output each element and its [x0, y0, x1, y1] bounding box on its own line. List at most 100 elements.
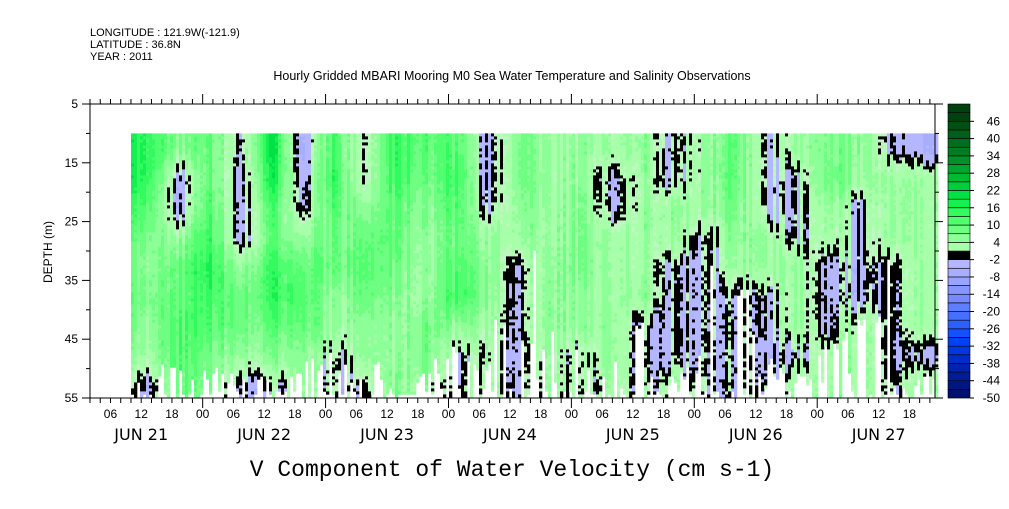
heatmap-cell: [752, 289, 756, 293]
heatmap-cell: [692, 349, 696, 353]
heatmap-cell: [755, 289, 759, 293]
heatmap-cell: [140, 268, 144, 275]
heatmap-cell: [284, 334, 288, 362]
heatmap-cell: [233, 157, 237, 164]
heatmap-cell: [620, 289, 624, 296]
heatmap-cell: [746, 157, 750, 161]
heatmap-cell: [329, 340, 333, 347]
heatmap-cell: [254, 142, 258, 146]
heatmap-cell: [560, 283, 564, 287]
heatmap-cell: [503, 289, 507, 293]
heatmap-cell: [605, 136, 609, 152]
heatmap-cell: [593, 295, 597, 299]
heatmap-cell: [278, 211, 282, 248]
heatmap-cell: [632, 358, 636, 368]
heatmap-cell: [365, 136, 369, 140]
heatmap-cell: [725, 391, 729, 395]
heatmap-cell: [629, 181, 633, 197]
heatmap-cell: [248, 160, 252, 170]
heatmap-cell: [530, 208, 534, 224]
heatmap-cell: [608, 247, 612, 251]
heatmap-cell: [431, 217, 435, 224]
heatmap-cell: [734, 331, 738, 335]
heatmap-cell: [554, 352, 558, 374]
heatmap-cell: [371, 133, 375, 140]
heatmap-cell: [323, 343, 327, 347]
heatmap-cell: [611, 223, 615, 227]
heatmap-cell: [203, 172, 207, 176]
heatmap-cell: [542, 208, 546, 218]
heatmap-cell: [347, 214, 351, 221]
heatmap-cell: [176, 133, 180, 137]
heatmap-cell: [506, 148, 510, 179]
heatmap-cell: [365, 142, 369, 146]
heatmap-cell: [374, 352, 378, 356]
heatmap-cell: [293, 172, 297, 182]
heatmap-cell: [209, 328, 213, 332]
heatmap-cell: [647, 196, 651, 245]
heatmap-cell: [578, 187, 582, 191]
heatmap-cell: [752, 229, 756, 233]
heatmap-cell: [623, 334, 627, 353]
heatmap-cell: [173, 235, 177, 248]
heatmap-cell: [560, 133, 564, 209]
heatmap-cell: [260, 292, 264, 299]
heatmap-cell: [743, 223, 747, 233]
heatmap-cell: [572, 289, 576, 293]
heatmap-cell: [338, 289, 342, 329]
heatmap-cell: [434, 334, 438, 338]
heatmap-cell: [548, 355, 552, 365]
heatmap-cell: [407, 214, 411, 221]
heatmap-cell: [338, 139, 342, 143]
heatmap-cell: [260, 310, 264, 326]
heatmap-cell: [545, 358, 549, 368]
heatmap-cell: [167, 244, 171, 266]
heatmap-cell: [491, 316, 495, 320]
heatmap-cell: [407, 349, 411, 359]
heatmap-cell: [716, 226, 720, 248]
heatmap-cell: [467, 244, 471, 287]
heatmap-cell: [353, 247, 357, 251]
heatmap-cell: [656, 187, 660, 191]
heatmap-cell: [341, 292, 345, 296]
heatmap-cell: [182, 376, 186, 383]
heatmap-cell: [716, 328, 720, 332]
heatmap-cell: [473, 283, 477, 290]
heatmap-cell: [272, 223, 276, 227]
heatmap-cell: [359, 358, 363, 377]
heatmap-cell: [548, 376, 552, 380]
heatmap-cell: [491, 136, 495, 140]
heatmap-cell: [158, 358, 162, 377]
heatmap-cell: [674, 376, 678, 380]
heatmap-cell: [542, 298, 546, 302]
heatmap-cell: [524, 373, 528, 383]
heatmap-cell: [419, 274, 423, 314]
heatmap-cell: [551, 322, 555, 332]
heatmap-cell: [575, 343, 579, 347]
heatmap-cell: [449, 232, 453, 239]
heatmap-cell: [734, 160, 738, 170]
heatmap-cell: [713, 214, 717, 224]
heatmap-cell: [239, 253, 243, 257]
heatmap-cell: [539, 382, 543, 389]
heatmap-cell: [320, 352, 324, 356]
heatmap-cell: [146, 151, 150, 155]
heatmap-cell: [719, 283, 723, 287]
heatmap-cell: [725, 178, 729, 188]
heatmap-cell: [206, 163, 210, 191]
heatmap-cell: [608, 271, 612, 278]
heatmap-cell: [728, 286, 732, 302]
heatmap-cell: [653, 160, 657, 179]
heatmap-cell: [320, 331, 324, 335]
heatmap-cell: [149, 376, 153, 383]
heatmap-cell: [233, 370, 237, 377]
heatmap-cell: [278, 337, 282, 344]
heatmap-cell: [218, 157, 222, 161]
heatmap-cell: [476, 367, 480, 371]
heatmap-cell: [524, 331, 528, 347]
heatmap-cell: [680, 253, 684, 266]
heatmap-cell: [161, 163, 165, 185]
heatmap-cell: [425, 385, 429, 389]
heatmap-cell: [191, 214, 195, 224]
heatmap-cell: [767, 292, 771, 353]
